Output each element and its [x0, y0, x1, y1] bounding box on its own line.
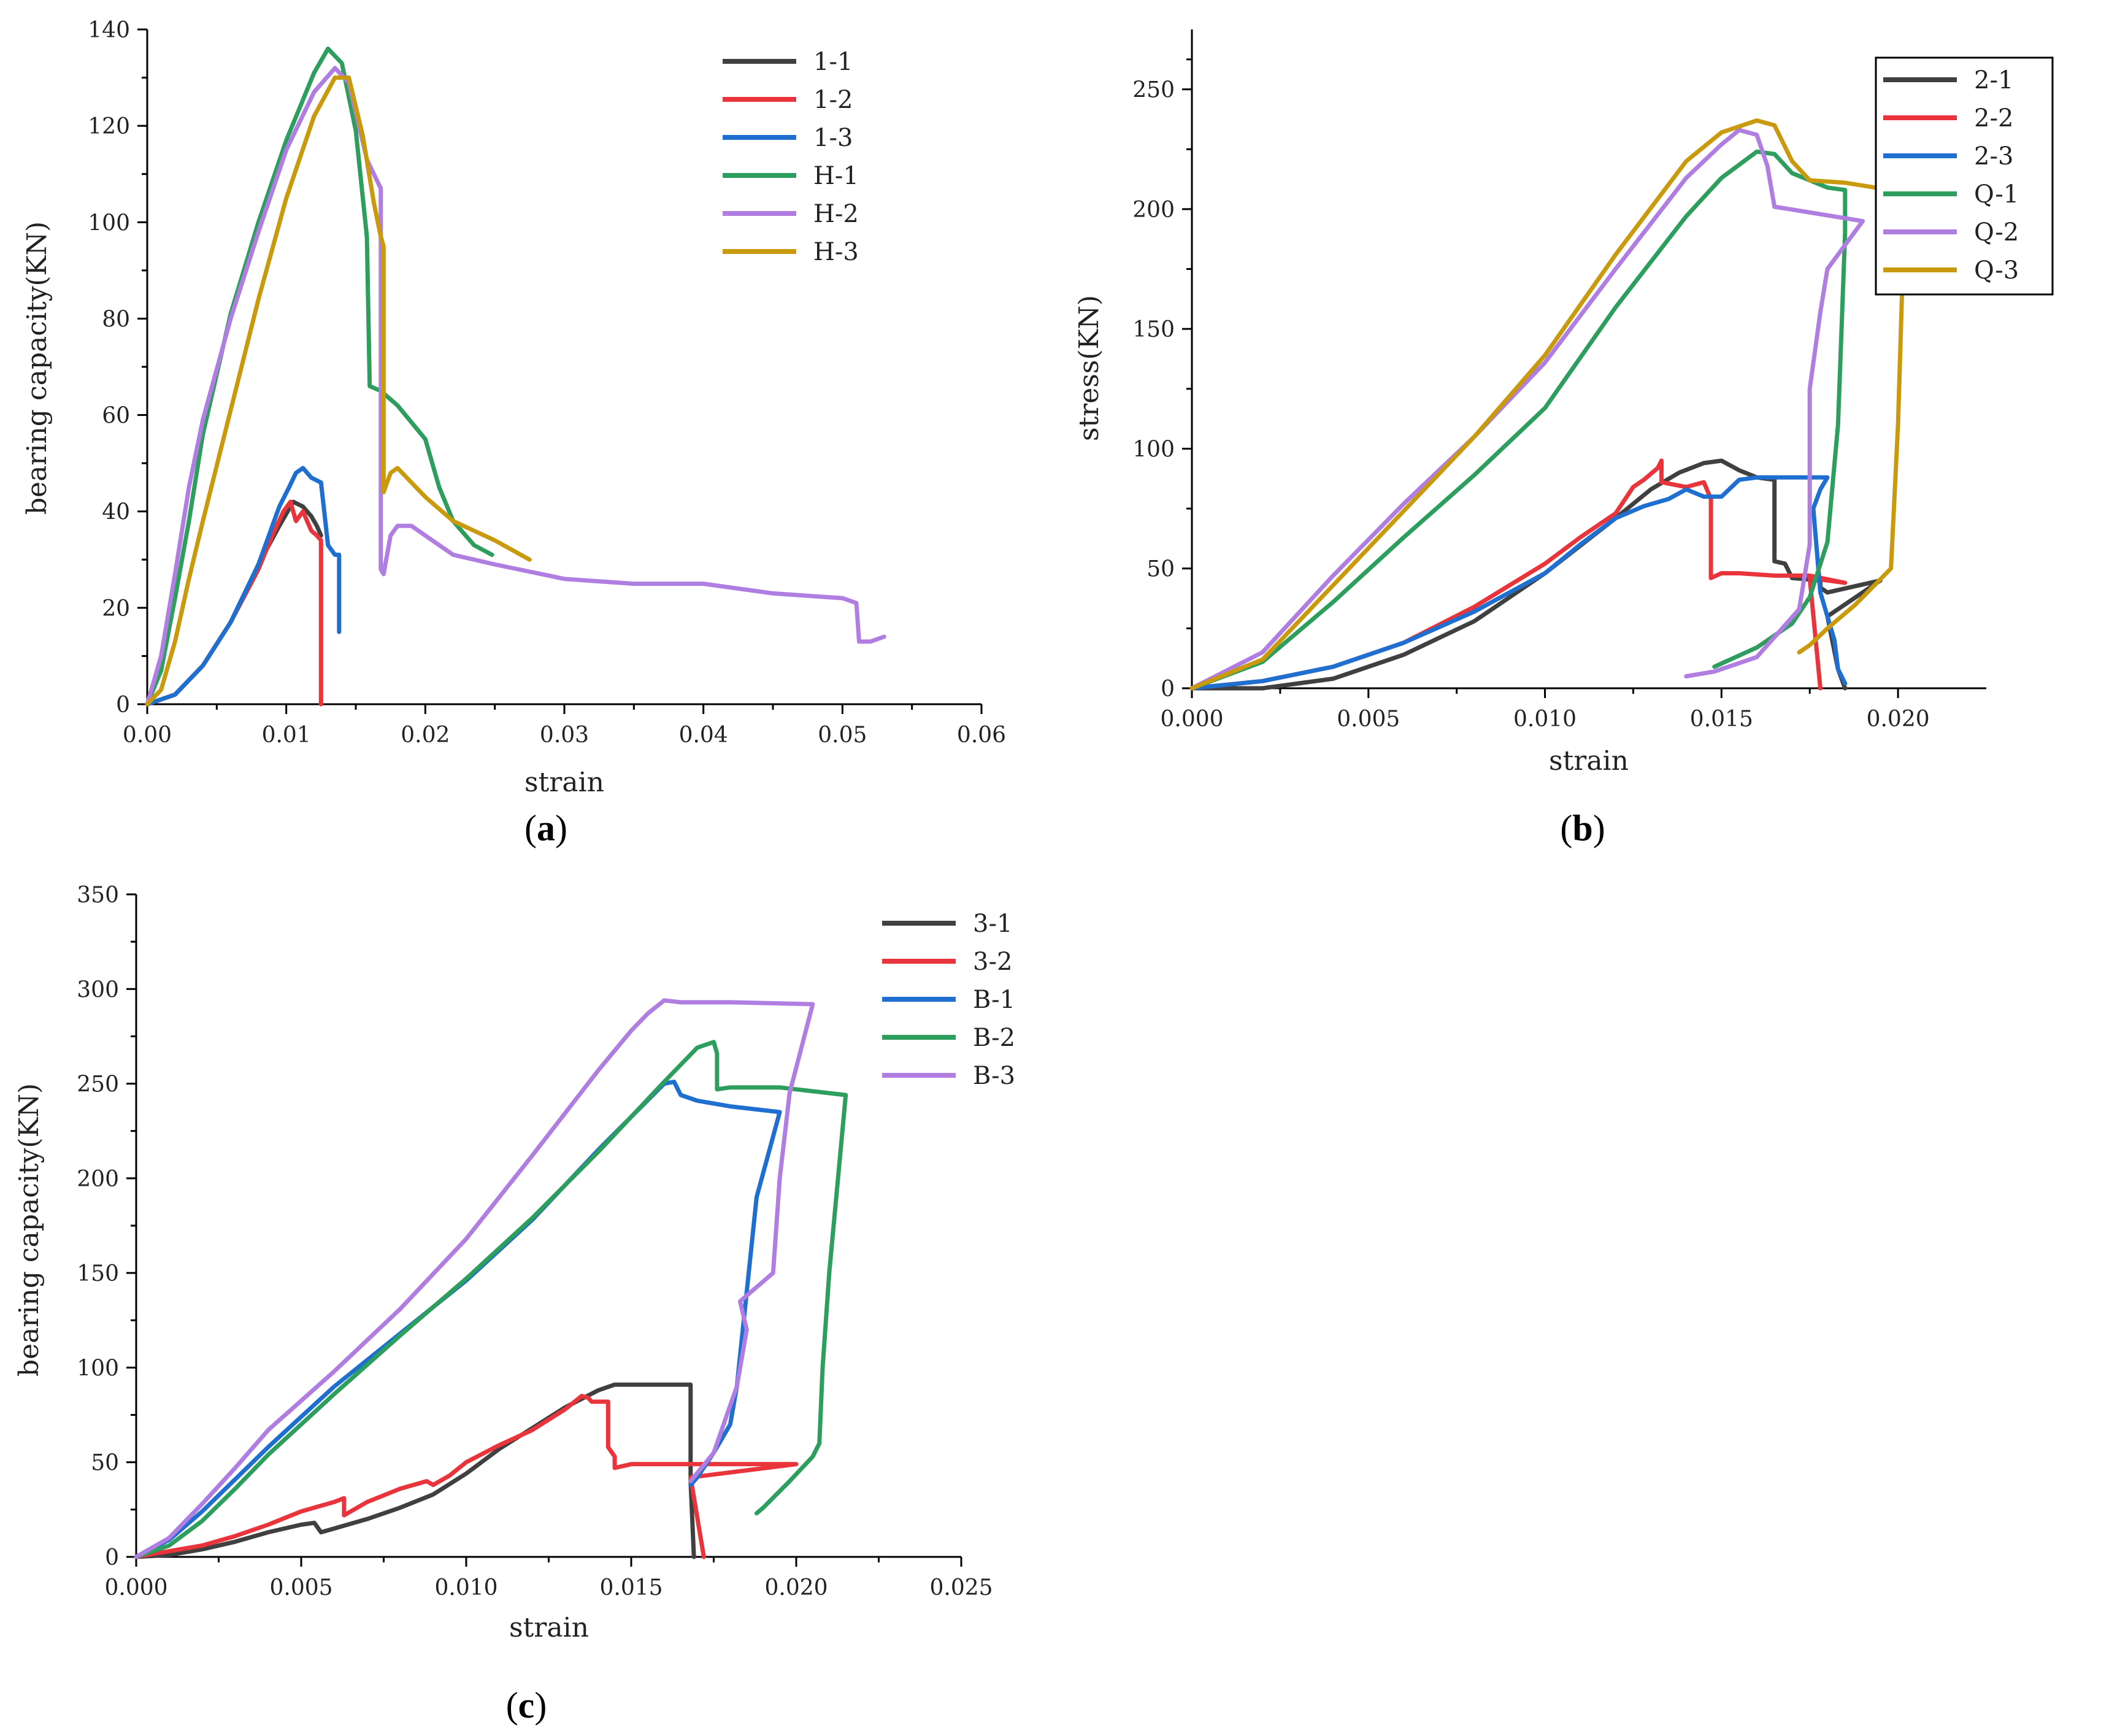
x-tick-label: 0.04: [679, 723, 728, 748]
y-tick-label: 50: [91, 1451, 119, 1476]
x-tick-label: 0.020: [764, 1575, 828, 1600]
y-tick-label: 0: [105, 1545, 119, 1570]
y-tick-label: 120: [88, 114, 130, 139]
x-tick-label: 0.06: [957, 723, 1006, 748]
y-tick-label: 0: [116, 693, 130, 718]
x-tick-label: 0.000: [1160, 707, 1223, 732]
series-line-Q-1: [1189, 149, 1848, 691]
legend-label-1-2: 1-2: [813, 86, 853, 114]
legend-label-H-1: H-1: [813, 162, 859, 190]
y-tick-label: 60: [102, 404, 130, 429]
y-tick-label: 100: [77, 1356, 119, 1381]
legend-label-1-3: 1-3: [813, 124, 853, 152]
x-axis-title: strain: [524, 767, 604, 798]
legend-label-B-3: B-3: [973, 1062, 1015, 1090]
legend-label-1-1: 1-1: [813, 48, 853, 76]
legend: 2-1 2-2 2-3 Q-1 Q-2 Q-3: [1875, 56, 2054, 296]
series-line-1-3: [145, 466, 342, 707]
x-tick-label: 0.000: [104, 1575, 167, 1600]
x-tick-label: 0.015: [1690, 707, 1753, 732]
x-tick-label: 0.025: [929, 1575, 993, 1600]
series-line-H-3: [145, 75, 532, 707]
y-axis-title: bearing capacity(KN): [21, 221, 53, 515]
series-line-2-3: [1189, 475, 1848, 691]
legend: 1-1 1-2 1-3 H-1 H-2 H-3: [723, 48, 859, 266]
y-tick-label: 20: [102, 596, 130, 621]
series-line-H-1: [145, 46, 494, 707]
y-tick-label: 200: [77, 1167, 119, 1192]
y-tick-label: 50: [1147, 557, 1175, 582]
x-tick-label: 0.010: [1513, 707, 1577, 732]
legend-label-3-2: 3-2: [973, 948, 1012, 976]
series-line-B-1: [134, 1080, 782, 1559]
chart-panel-b: 0.000 0.005 0.010 0.015 0.020 0 50 100 150 200 250…: [1074, 29, 2054, 848]
y-tick-label: 150: [77, 1261, 119, 1286]
y-tick-label: 250: [77, 1072, 119, 1097]
legend-label-2-1: 2-1: [1974, 66, 2013, 94]
panel-label: (b): [1560, 808, 1605, 848]
series-line-3-2: [134, 1394, 799, 1559]
x-tick-label: 0.005: [1337, 707, 1400, 732]
legend-label-Q-2: Q-2: [1974, 218, 2019, 247]
legend-label-B-1: B-1: [973, 986, 1015, 1014]
y-tick-label: 0: [1161, 677, 1175, 702]
chart-panel-a: 0.00 0.01 0.02 0.03 0.04 0.05 0.06 0 20 40 60 80 100…: [21, 18, 1006, 848]
y-axis-title: stress(KN): [1074, 295, 1105, 441]
legend-label-2-3: 2-3: [1974, 142, 2013, 171]
y-tick-label: 100: [1132, 437, 1175, 462]
y-tick-label: 150: [1132, 317, 1175, 342]
x-tick-label: 0.010: [434, 1575, 497, 1600]
series-line-Q-2: [1189, 128, 1865, 691]
series-line-B-3: [134, 998, 815, 1559]
legend-label-H-3: H-3: [813, 238, 859, 266]
legend-label-H-2: H-2: [813, 200, 859, 228]
x-axis-title: strain: [509, 1612, 589, 1643]
y-tick-label: 200: [1132, 198, 1175, 223]
legend-label-B-2: B-2: [973, 1024, 1015, 1052]
series-line-Q-3: [1189, 118, 1908, 691]
legend-box: [1875, 56, 2054, 296]
legend: 3-1 3-2 B-1 B-2 B-3: [882, 910, 1015, 1090]
series-line-H-2: [145, 66, 886, 707]
y-tick-label: 300: [77, 977, 119, 1002]
series-line-2-2: [1189, 458, 1848, 691]
legend-label-3-1: 3-1: [973, 910, 1012, 938]
y-axis-title: bearing capacity(KN): [13, 1083, 45, 1377]
x-tick-label: 0.005: [269, 1575, 332, 1600]
legend-label-Q-3: Q-3: [1974, 256, 2019, 285]
y-tick-label: 80: [102, 307, 130, 332]
panel-label: (a): [524, 808, 567, 848]
y-tick-label: 40: [102, 500, 130, 525]
chart-panel-c: 0.000 0.005 0.010 0.015 0.020 0.025 0 50 100 150 2…: [13, 883, 1015, 1726]
y-tick-label: 140: [88, 18, 130, 43]
y-tick-label: 100: [88, 210, 130, 236]
series-line-B-2: [134, 1040, 848, 1559]
x-tick-label: 0.00: [123, 723, 172, 748]
y-tick-label: 350: [77, 883, 119, 908]
x-tick-label: 0.015: [599, 1575, 663, 1600]
x-tick-label: 0.020: [1867, 707, 1930, 732]
x-tick-label: 0.03: [540, 723, 589, 748]
panel-label: (c): [506, 1685, 547, 1726]
legend-label-2-2: 2-2: [1974, 104, 2013, 133]
x-tick-label: 0.05: [818, 723, 867, 748]
series-line-2-1: [1189, 458, 1883, 691]
series-line-3-1: [134, 1382, 696, 1559]
x-axis-title: strain: [1549, 745, 1629, 777]
legend-label-Q-1: Q-1: [1974, 180, 2019, 209]
x-tick-label: 0.02: [401, 723, 450, 748]
x-tick-label: 0.01: [262, 723, 311, 748]
y-tick-label: 250: [1132, 78, 1175, 103]
